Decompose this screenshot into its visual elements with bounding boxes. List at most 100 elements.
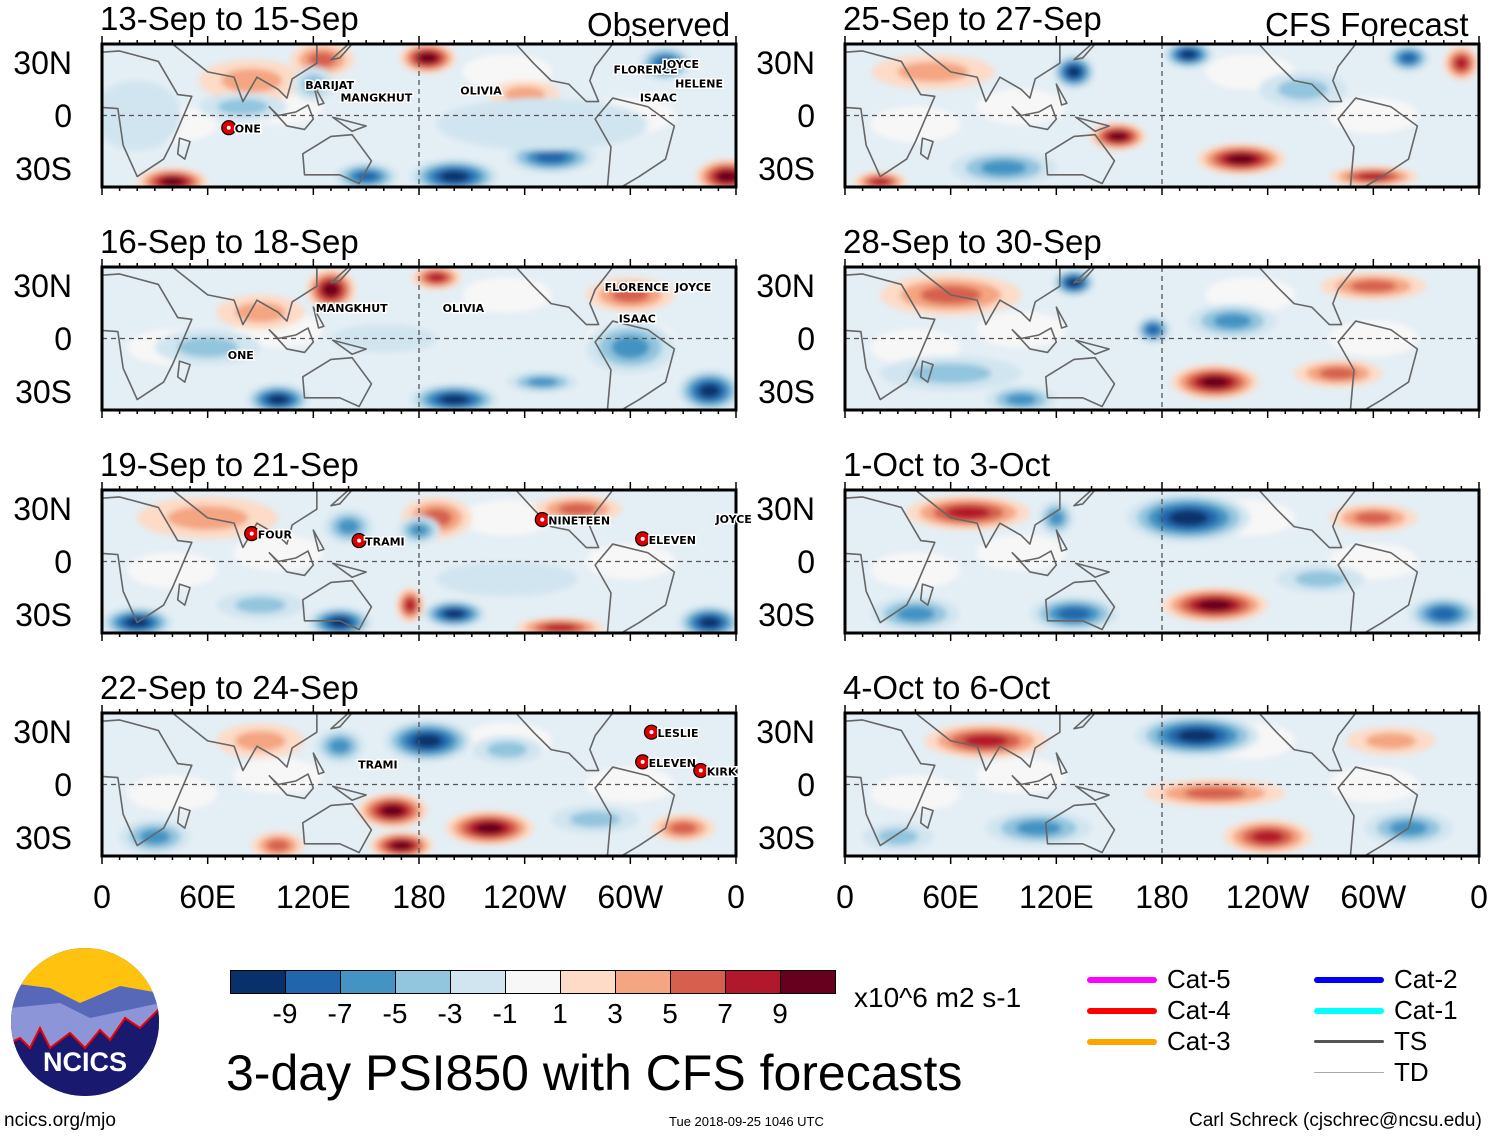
colorbar-swatch <box>561 971 616 993</box>
coastline <box>893 267 1061 326</box>
panel-title: 4-Oct to 6-Oct <box>843 669 1051 706</box>
coastline <box>1258 267 1357 326</box>
coastline <box>1011 550 1058 577</box>
coastline <box>1073 44 1096 61</box>
coastline <box>1258 713 1357 772</box>
coastline <box>845 50 936 178</box>
anomaly-contour <box>1295 570 1346 587</box>
coastline <box>893 490 1061 549</box>
storm-label: BARIJAT <box>305 79 354 92</box>
lon-label: 60W <box>597 879 664 915</box>
anomaly-contour <box>1277 79 1329 100</box>
anomaly-contour <box>1168 510 1209 526</box>
anomaly-contour <box>717 170 736 183</box>
lon-label: 60E <box>179 879 237 915</box>
svg-text:NCICS: NCICS <box>43 1047 127 1077</box>
footer-url[interactable]: ncics.org/mjo <box>4 1110 116 1131</box>
colorbar-swatch <box>506 971 561 993</box>
lon-label: 0 <box>1470 879 1488 915</box>
storm-label: JOYCE <box>674 281 711 294</box>
legend-item: TD <box>1314 1057 1429 1088</box>
colorbar-label: 9 <box>772 998 788 1029</box>
coastline <box>893 44 1061 103</box>
coastline <box>301 133 373 185</box>
panel-title: 1-Oct to 3-Oct <box>843 446 1051 483</box>
anomaly-contour <box>611 335 650 359</box>
anomaly-contour <box>1455 56 1468 70</box>
panel-title: 22-Sep to 24-Sep <box>100 669 359 706</box>
coastline <box>312 83 325 106</box>
anomaly-contour <box>1400 52 1417 64</box>
lat-label: 30N <box>13 491 72 527</box>
coastline <box>893 713 1061 772</box>
panel-title: 19-Sep to 21-Sep <box>100 446 359 483</box>
colorbar-swatch <box>671 971 726 993</box>
legend-label: TS <box>1394 1026 1428 1056</box>
storm-label: TRAMI <box>358 759 398 772</box>
lat-label: 0 <box>797 544 815 580</box>
coastline <box>150 713 318 772</box>
storm-label: TRAMI <box>365 536 405 549</box>
lon-label: 120E <box>275 879 351 915</box>
anomaly-contour <box>418 52 437 63</box>
coastline <box>150 44 318 103</box>
coastline <box>268 550 315 577</box>
storm-label: ISAAC <box>640 91 677 104</box>
coastline <box>176 806 191 829</box>
colorbar-label: 1 <box>552 998 568 1029</box>
storm-label: FLORENCE <box>605 281 669 294</box>
anomaly-contour <box>699 616 720 629</box>
coastline <box>1337 97 1419 187</box>
coastline <box>301 802 373 854</box>
anomaly-contour <box>1357 172 1390 181</box>
psi850-map-panel: TRAMI LESLIE ELEVEN KIRK <box>100 705 738 864</box>
coastline <box>1074 339 1110 355</box>
legend-label: TD <box>1394 1057 1429 1087</box>
coastline <box>268 773 315 800</box>
lat-label: 30N <box>756 45 815 81</box>
coastline <box>515 44 614 103</box>
anomaly-contour <box>558 503 597 516</box>
coastline <box>331 785 367 801</box>
colorbar-units: x10^6 m2 s-1 <box>854 982 1022 1013</box>
anomaly-contour <box>221 68 283 93</box>
lat-label: 30N <box>756 714 815 750</box>
storm-label: KIRK <box>707 766 737 779</box>
anomaly-contour <box>266 839 290 852</box>
lat-label: 30S <box>758 597 815 633</box>
coastline <box>845 496 936 624</box>
coastline <box>845 273 936 401</box>
coastline <box>102 496 193 624</box>
legend-label: Cat-4 <box>1167 995 1231 1025</box>
anomaly-contour <box>235 730 286 751</box>
anomaly-contour <box>139 829 171 845</box>
lon-label: 120W <box>1225 879 1310 915</box>
coastline <box>1044 356 1116 408</box>
lon-label: 120E <box>1018 879 1094 915</box>
anomaly-contour <box>543 623 576 632</box>
lat-label: 0 <box>797 321 815 357</box>
coastline <box>1055 83 1068 106</box>
coastline <box>268 104 315 131</box>
anomaly-contour <box>475 822 504 834</box>
panel-title: 25-Sep to 27-Sep <box>843 0 1102 37</box>
coastline <box>1337 766 1419 856</box>
coastline <box>312 529 325 552</box>
anomaly-contour <box>1108 131 1127 141</box>
panel-title: 16-Sep to 18-Sep <box>100 223 359 260</box>
coastline <box>1074 562 1110 578</box>
storm-label: MANGKHUT <box>316 302 388 315</box>
anomaly-contour <box>337 519 360 535</box>
colorbar <box>230 970 836 994</box>
coastline <box>515 713 614 772</box>
lon-label: 180 <box>1135 879 1189 915</box>
anomaly-contour <box>391 841 412 851</box>
coastline <box>919 360 934 383</box>
anomaly-contour <box>235 597 286 614</box>
psi850-map-panel: MANGKHUT OLIVIA FLORENCE JOYCE ISAAC ONE <box>100 259 738 418</box>
coastline <box>301 356 373 408</box>
lat-label: 0 <box>54 767 72 803</box>
lat-label: 0 <box>54 98 72 134</box>
coastline <box>1073 267 1096 284</box>
coastline <box>919 137 934 160</box>
